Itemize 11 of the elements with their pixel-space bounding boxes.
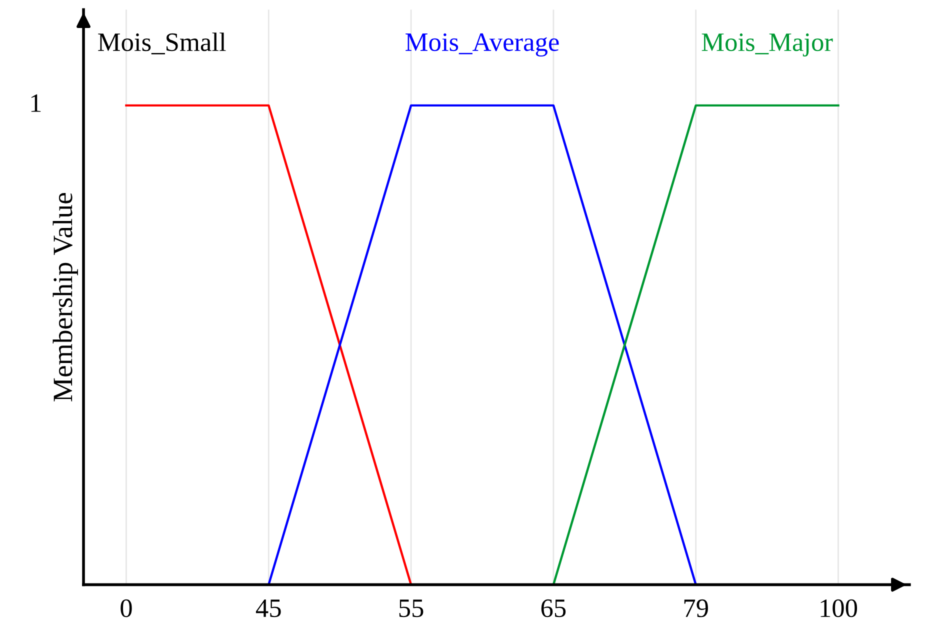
series-label: Mois_Average	[406, 33, 559, 57]
x-tick-label: 79	[684, 599, 708, 618]
x-tick-label: 65	[541, 599, 566, 618]
y-axis-title: Membership Value	[52, 193, 78, 402]
series-label: Mois_Major	[702, 33, 833, 57]
series-label: Mois_Small	[98, 32, 226, 54]
x-tick-label: 55	[399, 600, 424, 618]
x-tick-label: 45	[256, 600, 281, 618]
text: 1	[31, 94, 41, 112]
x-tick-label: 100	[820, 599, 858, 618]
x-tick-label: 0	[120, 599, 132, 618]
